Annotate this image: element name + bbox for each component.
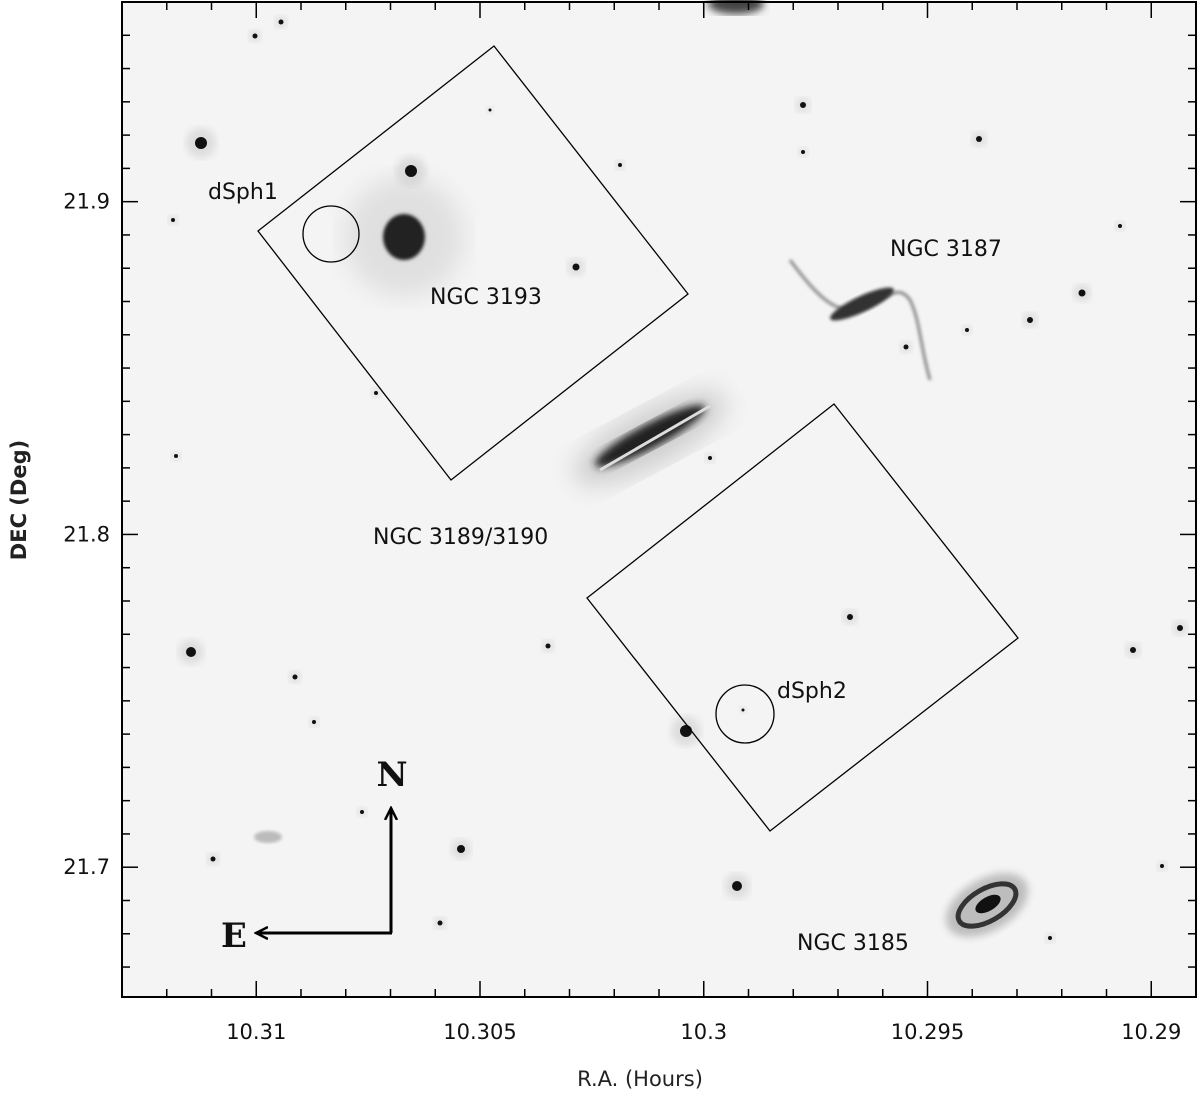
star [1130, 647, 1136, 653]
galaxy [975, 894, 1001, 914]
dsph-circle [302, 205, 360, 263]
star [1118, 224, 1122, 228]
galaxy [383, 214, 425, 260]
x-tick-label: 10.31 [226, 1020, 286, 1044]
x-tick-label: 10.3 [680, 1020, 727, 1044]
star [708, 456, 712, 460]
star [965, 328, 969, 332]
star [680, 725, 692, 737]
star [195, 137, 207, 149]
annotation: NGC 3185 [797, 931, 909, 956]
star [186, 647, 196, 657]
annotation: dSph1 [208, 180, 278, 205]
star [545, 643, 551, 649]
x-tick-label: 10.295 [891, 1020, 964, 1044]
star [801, 150, 805, 154]
field-outline [257, 45, 689, 481]
star [1177, 625, 1183, 631]
x-tick-label: 10.305 [443, 1020, 516, 1044]
y-axis-title: DEC (Deg) [7, 440, 31, 560]
star [732, 881, 742, 891]
y-tick-label: 21.9 [63, 190, 110, 214]
compass-east: E [221, 916, 247, 956]
star [1160, 864, 1164, 868]
star [457, 845, 465, 853]
field-outline [586, 403, 1019, 832]
star [903, 344, 909, 350]
galaxy [708, 0, 764, 14]
star [312, 720, 316, 724]
image-background [122, 2, 1196, 997]
star [1078, 289, 1086, 297]
x-tick-label: 10.29 [1121, 1020, 1181, 1044]
star [360, 810, 364, 814]
star [278, 19, 284, 25]
star [618, 163, 622, 167]
star [741, 708, 745, 712]
dust-lane [599, 404, 711, 472]
star [405, 165, 417, 177]
star [847, 614, 853, 620]
star [174, 454, 178, 458]
y-tick-label: 21.7 [63, 855, 110, 879]
star [252, 33, 258, 39]
compass-north: N [376, 755, 407, 795]
galaxy-ring [955, 881, 1019, 929]
star [437, 920, 443, 926]
galaxy [830, 287, 894, 321]
y-tick-label: 21.8 [63, 522, 110, 546]
galaxy [594, 405, 706, 467]
star [171, 218, 175, 222]
star [488, 108, 492, 112]
annotation: NGC 3189/3190 [373, 525, 548, 550]
star [374, 391, 378, 395]
star [1027, 317, 1033, 323]
star [800, 102, 806, 108]
star [572, 263, 580, 271]
star [292, 674, 298, 680]
galaxy [254, 831, 282, 843]
annotation: NGC 3187 [890, 237, 1002, 262]
annotation: dSph2 [777, 679, 847, 704]
dsph-circle [715, 684, 775, 744]
star [1048, 936, 1052, 940]
x-axis-title: R.A. (Hours) [577, 1067, 703, 1091]
annotation: NGC 3193 [430, 285, 542, 310]
sky-objects [168, 0, 1188, 943]
star [976, 136, 982, 142]
star [210, 856, 216, 862]
